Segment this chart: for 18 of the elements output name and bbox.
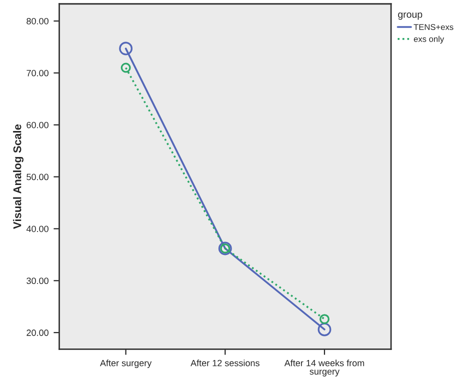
legend-title: group	[398, 12, 422, 20]
x-tick-label: After surgery	[100, 360, 152, 368]
point	[119, 42, 133, 56]
y-tick-label: 20.00	[26, 330, 48, 336]
point	[319, 314, 330, 324]
y-tick-label: 30.00	[26, 278, 48, 284]
y-tick-label: 70.00	[26, 70, 48, 76]
point	[318, 322, 332, 336]
x-tick-label: After 12 sessions	[190, 360, 260, 366]
legend-label: TENS+exs	[414, 24, 454, 30]
y-tick-label: 50.00	[26, 174, 48, 180]
y-tick-label: 60.00	[26, 122, 48, 128]
y-tick-label: 40.00	[26, 226, 48, 232]
x-tick-label: After 14 weeks from surgery	[284, 360, 364, 376]
y-tick-label: 80.00	[26, 18, 48, 24]
y-axis-title: Visual Analog Scale	[13, 124, 24, 229]
legend-label: exs only	[414, 36, 444, 44]
point	[120, 62, 131, 73]
